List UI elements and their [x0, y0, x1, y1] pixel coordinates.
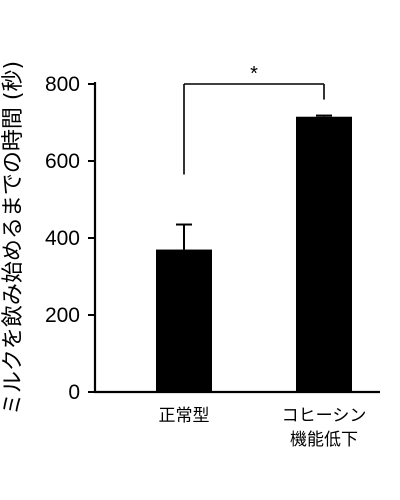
bar	[296, 116, 352, 392]
y-tick-label: 800	[45, 73, 80, 96]
y-tick-label: 400	[45, 227, 80, 250]
axes: 0 200 400 600 800	[45, 73, 380, 404]
y-axis-label: ミルクを飲み始めるまでの時間 (秒)	[1, 61, 26, 415]
bars	[156, 114, 352, 392]
x-category-label: 正常型	[159, 406, 210, 426]
y-tick-label: 600	[45, 150, 80, 173]
category-labels: 正常型 コヒーシン機能低下	[159, 406, 367, 450]
y-tick-label: 200	[45, 304, 80, 327]
x-category-label: コヒーシン機能低下	[282, 406, 367, 450]
significance-annotation: *	[183, 63, 325, 175]
y-tick-label: 0	[68, 381, 80, 404]
significance-label: *	[250, 63, 258, 85]
bar	[156, 249, 212, 392]
